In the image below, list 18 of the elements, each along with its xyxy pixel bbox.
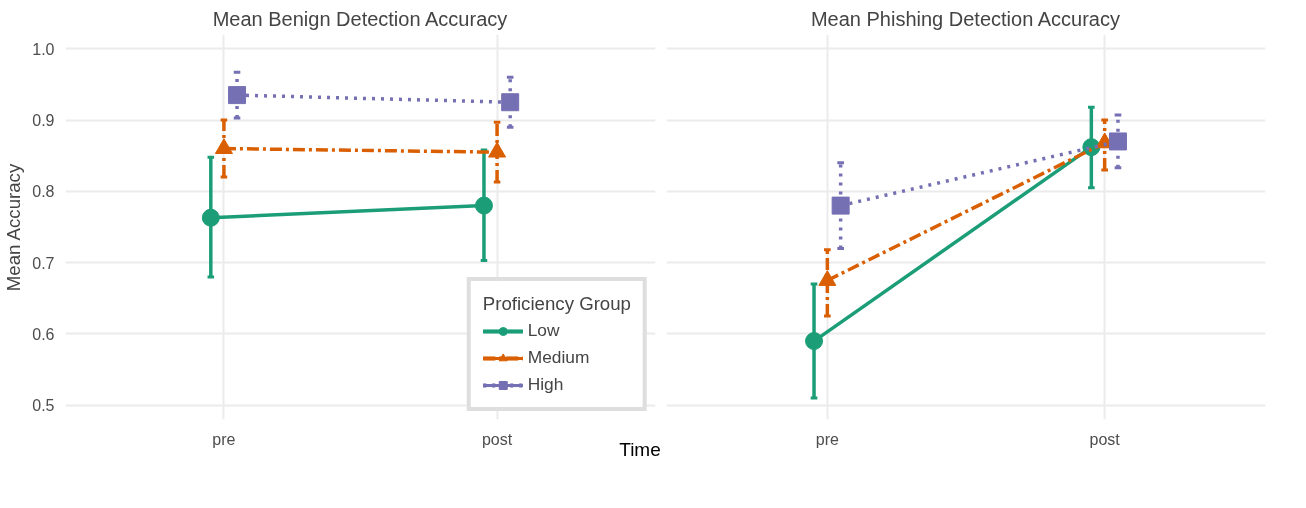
- x-tick-label: pre: [815, 430, 840, 448]
- y-tick-label: 0.7: [32, 254, 55, 272]
- y-tick-label: 0.5: [32, 397, 55, 415]
- chart-title: Mean Phishing Detection Accuracy: [810, 7, 1120, 30]
- x-tick-label: pre: [212, 430, 236, 448]
- y-tick-label: 0.9: [32, 112, 55, 130]
- legend-label: Medium: [527, 347, 590, 368]
- x-axis-title: Time: [619, 438, 661, 462]
- chart-title: Mean Benign Detection Accuracy: [212, 7, 508, 30]
- y-tick-label: 0.8: [32, 183, 55, 201]
- y-axis-title: Mean Accuracy: [3, 163, 25, 292]
- y-tick-label: 1.0: [32, 40, 55, 58]
- x-tick-label: post: [481, 430, 513, 448]
- x-tick-label: post: [1089, 430, 1121, 448]
- legend-title: Proficiency Group: [482, 293, 631, 315]
- legend-label: Low: [527, 320, 560, 341]
- y-tick-label: 0.6: [32, 325, 55, 343]
- legend-label: High: [527, 374, 564, 395]
